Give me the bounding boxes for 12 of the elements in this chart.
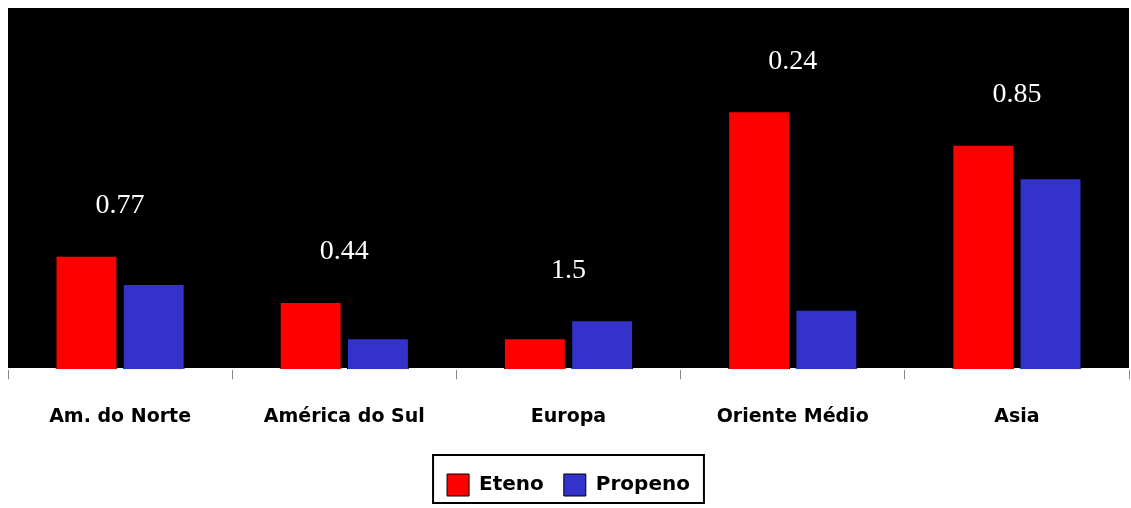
x-tick-label: América do Sul <box>263 403 425 426</box>
x-tick-label: Asia <box>994 403 1040 426</box>
x-tick-label: Am. do Norte <box>49 403 192 426</box>
annotation: 0.77 <box>95 188 145 220</box>
annotation: 0.44 <box>319 234 369 266</box>
text: 0.24 <box>768 43 818 75</box>
legend-label: Propeno <box>595 471 690 496</box>
text: 0.85 <box>992 77 1042 109</box>
x-tick-label: Oriente Médio <box>716 403 869 426</box>
legend-label: Eteno <box>479 471 544 496</box>
x-tick-label: Europa <box>530 403 607 426</box>
annotation: 1.5 <box>551 252 586 284</box>
